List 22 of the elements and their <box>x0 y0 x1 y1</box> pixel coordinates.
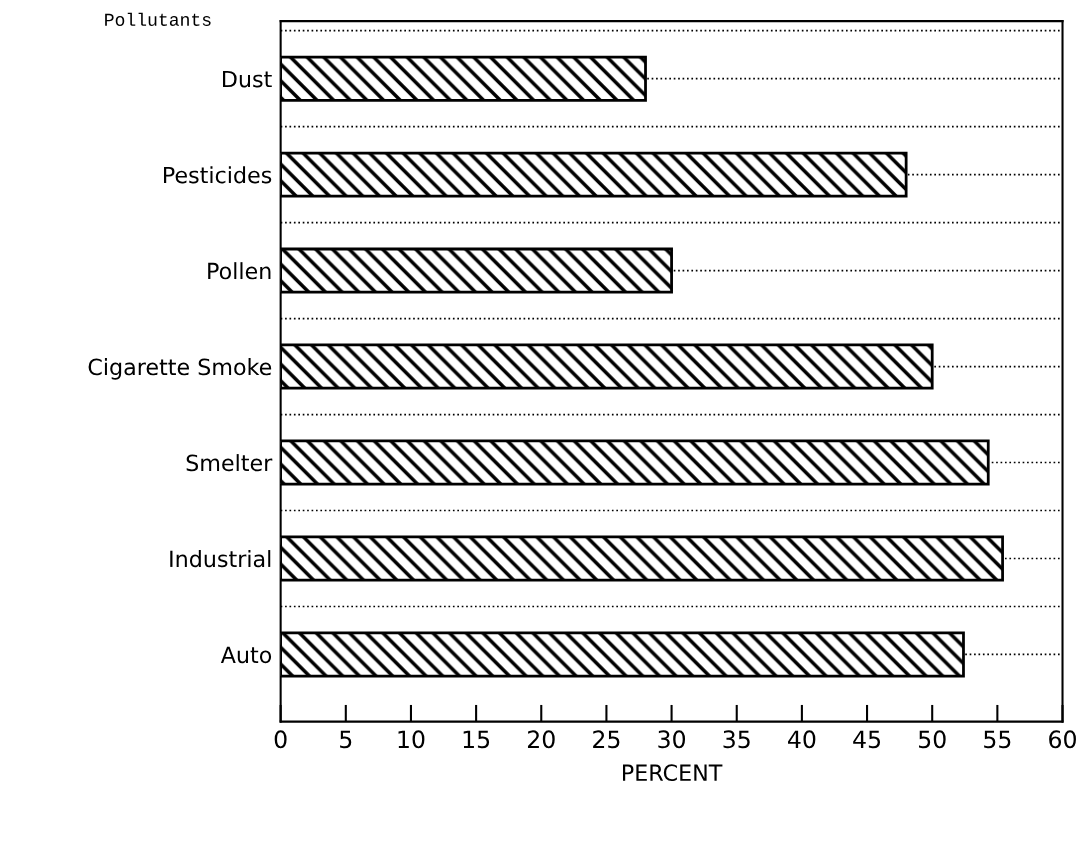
x-tick-label: 35 <box>723 730 750 749</box>
y-tick-label: Auto <box>220 646 272 664</box>
x-tick-label: 50 <box>919 730 946 749</box>
y-tick-label: Pollen <box>208 262 271 280</box>
x-tick-label: 55 <box>984 730 1011 749</box>
x-tick-label: 60 <box>1049 730 1076 749</box>
x-tick-label: 20 <box>527 730 555 749</box>
y-tick-label: Industrial <box>170 550 271 568</box>
x-tick-label: 45 <box>853 730 881 749</box>
y-tick-label: Smelter <box>186 454 273 472</box>
y-axis-title: Pollutants <box>105 12 211 26</box>
y-tick-label: Pesticides <box>164 166 272 184</box>
x-tick-label: 10 <box>398 730 425 749</box>
x-tick-label: 40 <box>788 730 816 749</box>
y-tick-label: Cigarette Smoke <box>88 358 272 380</box>
x-tick-label: 0 <box>274 730 287 749</box>
x-tick-label: 15 <box>463 730 490 749</box>
x-tick-label: 25 <box>593 730 620 749</box>
x-tick-label: 5 <box>340 730 352 749</box>
y-tick-label: Dust <box>223 70 272 88</box>
x-tick-label: 30 <box>658 730 686 749</box>
x-axis-title: PERCENT <box>623 764 723 782</box>
